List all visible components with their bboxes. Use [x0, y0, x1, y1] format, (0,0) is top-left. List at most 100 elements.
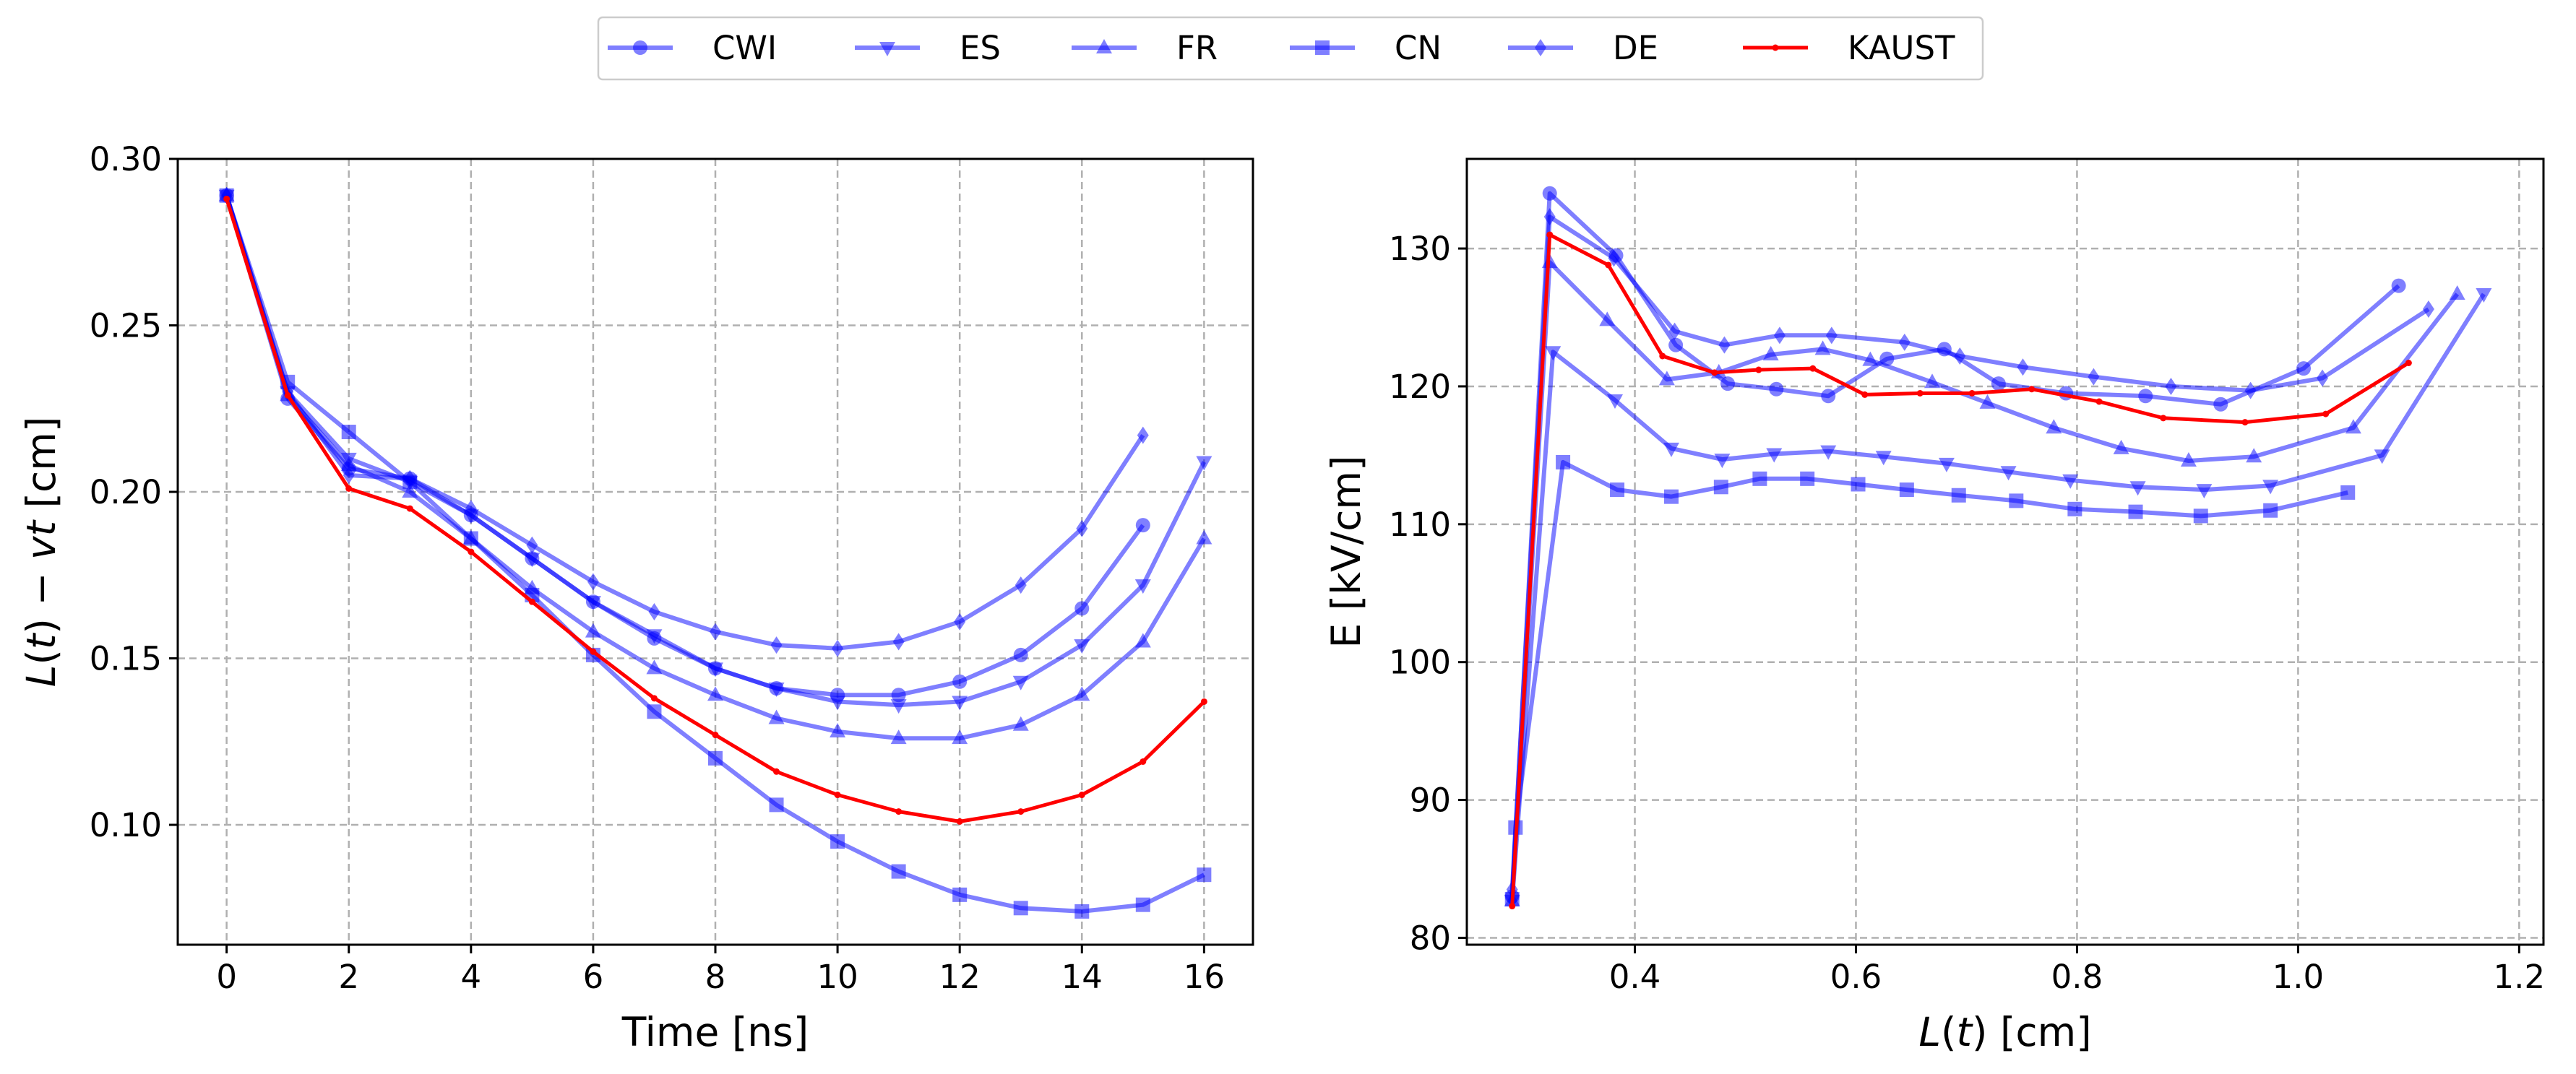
data-point-cn: [1951, 488, 1966, 503]
data-point-cn: [769, 797, 784, 813]
y-axis-label-part: (: [18, 649, 64, 664]
y-axis-label-part: ) −: [18, 560, 64, 634]
legend-marker-kaust: [1772, 44, 1779, 51]
data-point-cn: [1800, 471, 1815, 486]
y-tick-label: 0.15: [90, 640, 162, 678]
grid: [1467, 159, 2543, 945]
series-de: [220, 186, 1149, 657]
data-point-cn: [1610, 482, 1625, 498]
y-axis-label-part: t: [18, 632, 64, 649]
data-point-es: [646, 629, 663, 644]
data-point-de: [2317, 369, 2329, 387]
y-tick-label: 130: [1389, 230, 1451, 268]
data-point-kaust: [2160, 415, 2167, 422]
x-tick-label: 2: [338, 958, 359, 996]
data-point-es: [952, 696, 968, 711]
data-point-kaust: [528, 598, 535, 605]
data-point-de: [770, 636, 783, 654]
left-panel-time-plot: 0 2 4 6 8 10 12 14 16 0.10 0.15 0.20 0.25 0.30 Time [n…: [18, 140, 1254, 1055]
data-point-fr: [646, 659, 663, 675]
legend-marker-cn: [1315, 40, 1330, 55]
data-point-de: [954, 612, 966, 631]
data-point-de: [343, 466, 355, 484]
data-point-cn: [2067, 501, 2082, 516]
y-tick-label: 80: [1410, 919, 1451, 957]
x-tick-label: 0.4: [1609, 958, 1661, 996]
data-point-es: [890, 699, 907, 714]
data-point-fr: [2180, 452, 2197, 467]
data-point-fr: [2345, 419, 2361, 434]
data-point-cwi: [2391, 278, 2406, 293]
x-tick-label: 0.8: [2051, 958, 2103, 996]
x-tick-label: 6: [583, 958, 604, 996]
data-point-de: [1076, 519, 1088, 537]
data-point-kaust: [1605, 261, 1612, 269]
y-tick-label: 110: [1389, 506, 1451, 544]
y-axis-label-part: vt: [18, 519, 64, 560]
data-point-es: [2476, 288, 2492, 303]
legend-label-es: ES: [960, 29, 1001, 67]
series-group: [218, 186, 1212, 919]
data-point-fr: [707, 686, 723, 701]
data-point-es: [1606, 394, 1623, 410]
data-point-cwi: [2213, 397, 2228, 412]
data-point-fr: [1924, 373, 1941, 389]
data-point-es: [1714, 454, 1731, 469]
data-point-kaust: [2095, 398, 2103, 405]
data-point-es: [2062, 474, 2079, 489]
data-point-cn: [1851, 477, 1866, 492]
data-point-kaust: [1200, 698, 1207, 705]
data-point-kaust: [284, 391, 291, 399]
data-point-kaust: [1078, 792, 1085, 799]
x-tick-label: 1.0: [2273, 958, 2325, 996]
data-point-fr: [1134, 633, 1151, 648]
legend-entry-es: ES: [855, 29, 1001, 67]
data-point-kaust: [834, 792, 841, 799]
data-point-es: [1875, 451, 1892, 466]
x-tick-label: 16: [1184, 958, 1225, 996]
data-point-kaust: [712, 732, 719, 739]
data-point-cn: [2009, 493, 2024, 508]
series-line-kaust: [1510, 233, 2410, 906]
data-point-cn: [1013, 901, 1028, 916]
data-point-es: [1663, 442, 1680, 457]
data-point-fr: [2246, 448, 2262, 463]
data-point-fr: [1196, 529, 1212, 545]
y-tick-label: 0.25: [90, 307, 162, 345]
data-point-kaust: [1546, 231, 1554, 238]
data-point-de: [2422, 300, 2434, 319]
data-point-de: [1898, 333, 1911, 351]
data-point-fr: [1762, 346, 1779, 361]
data-point-es: [1820, 445, 1837, 460]
data-point-fr: [1074, 686, 1090, 701]
data-point-de: [892, 633, 905, 651]
legend-marker-de: [1535, 39, 1546, 56]
series-kaust: [1509, 231, 2412, 910]
data-point-de: [587, 573, 599, 591]
data-point-cwi: [1135, 518, 1150, 533]
data-point-de: [2165, 377, 2177, 395]
y-axis-label: E [kV/cm]: [1323, 456, 1369, 649]
data-point-cn: [341, 425, 356, 440]
data-point-fr: [402, 483, 418, 498]
data-point-de: [2017, 358, 2029, 376]
data-point-cn: [2193, 508, 2208, 524]
data-point-fr: [1862, 351, 1879, 366]
data-point-cn: [2340, 485, 2356, 500]
data-point-cn: [708, 750, 723, 766]
series-fr: [218, 186, 1212, 745]
x-tick-label: 0.6: [1830, 958, 1882, 996]
data-point-de: [526, 536, 538, 554]
x-tick-label: 0: [216, 958, 237, 996]
data-point-de: [404, 469, 416, 488]
data-point-kaust: [895, 808, 903, 815]
data-point-cn: [1664, 489, 1679, 504]
x-axis-label: Time [ns]: [621, 1009, 809, 1055]
data-point-es: [585, 596, 601, 611]
x-tick-label: 10: [817, 958, 858, 996]
data-point-cwi: [891, 688, 906, 703]
data-point-kaust: [1809, 365, 1817, 372]
data-point-kaust: [590, 648, 597, 655]
data-point-fr: [2449, 285, 2465, 300]
x-axis-label: L(t) [cm]: [1918, 1009, 2091, 1055]
